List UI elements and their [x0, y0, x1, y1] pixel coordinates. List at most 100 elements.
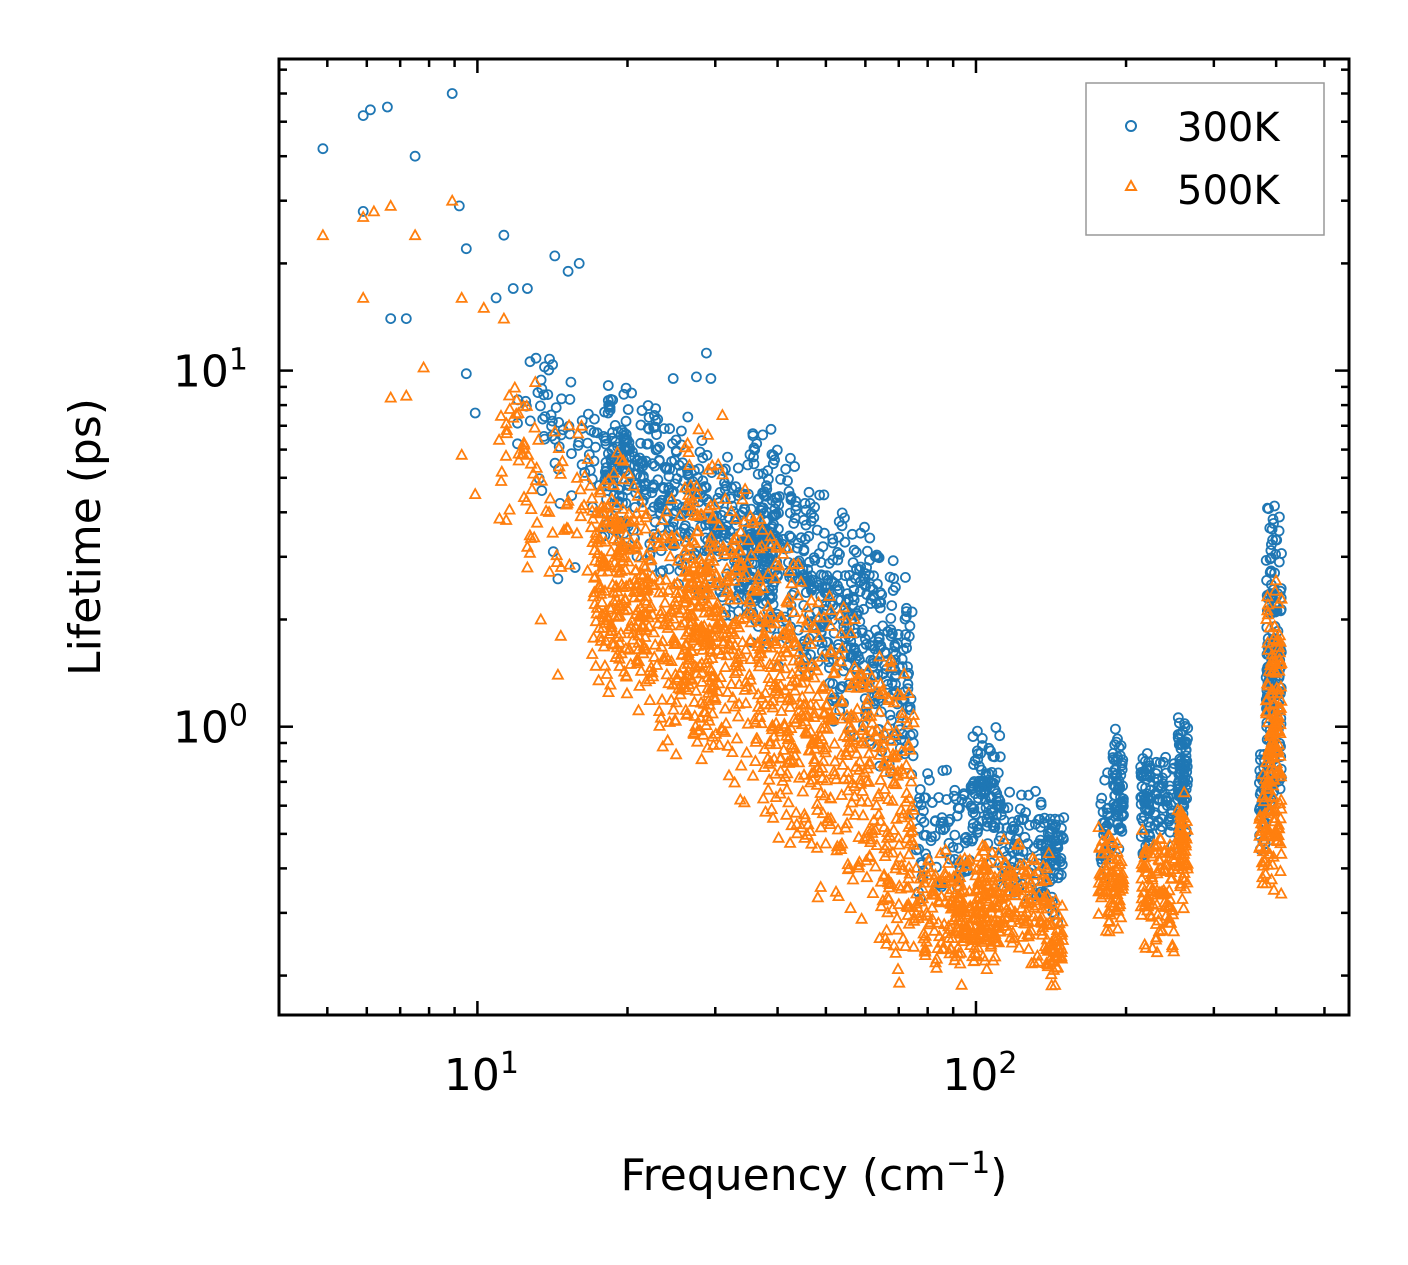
point-300k [839, 536, 851, 548]
point-500k [681, 488, 695, 500]
point-500k [710, 597, 725, 609]
point-500k [607, 478, 621, 490]
point-300k [357, 110, 369, 121]
point-300k [842, 593, 854, 605]
point-500k [1273, 836, 1288, 849]
point-500k [560, 521, 574, 533]
point-500k [954, 890, 968, 903]
point-500k [772, 830, 786, 843]
point-500k [817, 679, 831, 691]
point-500k [546, 525, 560, 538]
point-500k [651, 527, 665, 540]
point-500k [603, 600, 617, 613]
point-500k [559, 497, 574, 510]
point-300k [930, 815, 941, 826]
point-300k [846, 577, 857, 588]
point-500k [621, 554, 635, 567]
point-500k [1138, 937, 1152, 950]
point-500k [581, 452, 595, 464]
point-500k [622, 642, 636, 655]
point-300k [748, 451, 759, 463]
point-300k [968, 759, 979, 770]
point-300k [357, 205, 369, 217]
point-500k [655, 539, 669, 551]
point-500k [1023, 876, 1037, 889]
point-500k [645, 577, 659, 590]
point-500k [500, 426, 514, 439]
point-500k [845, 776, 859, 788]
point-300k [987, 751, 999, 762]
point-300k [902, 701, 914, 713]
point-300k [959, 832, 971, 844]
point-500k [865, 724, 879, 737]
point-500k [721, 739, 735, 751]
point-500k [367, 204, 381, 217]
point-300k [832, 554, 844, 566]
point-300k [1265, 566, 1277, 578]
point-500k [823, 790, 837, 803]
point-500k [1261, 746, 1275, 758]
point-500k [780, 782, 794, 795]
point-500k [871, 789, 885, 802]
point-300k [769, 503, 781, 515]
point-500k [704, 539, 718, 552]
point-500k [1109, 877, 1123, 890]
point-300k [1261, 575, 1272, 586]
point-500k [680, 683, 695, 695]
point-500k [753, 655, 767, 668]
point-500k [718, 701, 732, 714]
point-300k [903, 630, 915, 642]
point-500k [589, 658, 603, 671]
point-500k [929, 960, 944, 973]
point-500k [704, 587, 718, 600]
point-500k [883, 828, 897, 841]
point-500k [524, 456, 538, 469]
point-300k [635, 437, 647, 449]
point-500k [570, 526, 584, 539]
point-500k [681, 663, 695, 676]
point-500k [968, 946, 982, 958]
point-500k [835, 711, 849, 724]
point-500k [1260, 692, 1275, 704]
point-500k [900, 786, 914, 798]
point-500k [1010, 838, 1024, 850]
point-300k [446, 88, 458, 99]
point-500k [654, 710, 668, 723]
point-500k [1012, 836, 1026, 849]
point-500k [619, 641, 633, 654]
point-500k [732, 697, 746, 709]
point-500k [633, 589, 647, 602]
point-500k [755, 539, 769, 552]
point-500k [984, 937, 998, 950]
point-500k [895, 810, 909, 823]
point-500k [661, 583, 676, 595]
point-500k [715, 408, 729, 420]
legend: 300K 500K [1085, 82, 1325, 236]
point-500k [882, 880, 896, 893]
point-500k [815, 649, 829, 662]
point-500k [711, 457, 725, 470]
point-300k [1263, 503, 1274, 515]
point-300k [524, 415, 536, 427]
legend-label-500k: 500K [1177, 168, 1281, 214]
point-500k [520, 560, 534, 573]
point-500k [814, 786, 828, 798]
point-500k [763, 605, 777, 617]
point-500k [598, 616, 612, 628]
point-500k [986, 900, 1000, 913]
point-300k [1052, 872, 1064, 884]
point-300k [806, 582, 818, 593]
point-500k [681, 587, 695, 599]
point-300k [663, 470, 675, 482]
point-500k [763, 536, 777, 549]
point-500k [936, 941, 950, 954]
point-300k [749, 444, 761, 456]
point-500k [887, 823, 901, 835]
point-300k [765, 547, 777, 559]
point-500k [835, 640, 849, 653]
point-500k [860, 870, 874, 883]
point-500k [845, 740, 859, 753]
point-500k [987, 927, 1001, 940]
point-500k [679, 556, 693, 569]
point-500k [773, 678, 788, 691]
